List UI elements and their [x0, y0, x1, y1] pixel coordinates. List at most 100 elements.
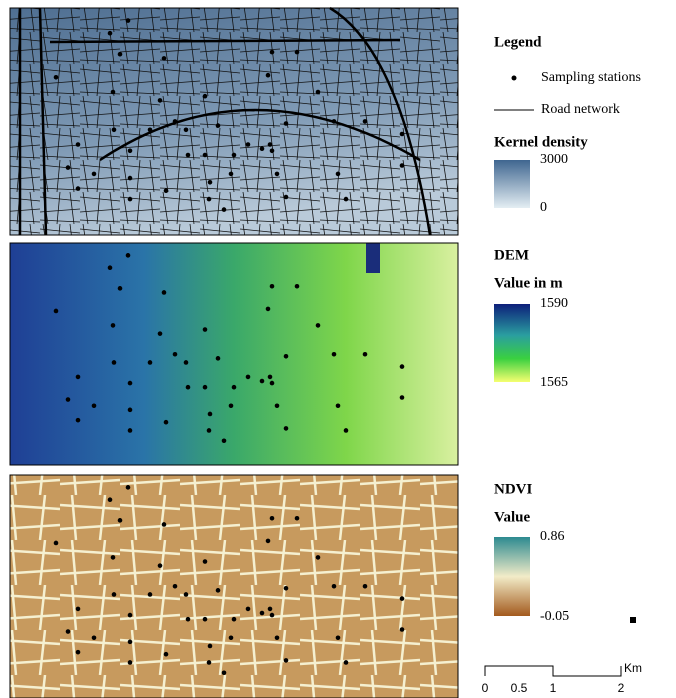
station	[66, 165, 71, 170]
station	[270, 613, 275, 618]
station	[173, 352, 178, 357]
ramp-label: 0.86	[540, 529, 565, 544]
ndvi-panel	[10, 475, 458, 698]
station	[158, 563, 163, 568]
station-symbol	[512, 76, 517, 81]
station	[363, 352, 368, 357]
station	[162, 290, 167, 295]
station	[92, 172, 97, 177]
ramp-label: 3000	[540, 152, 568, 167]
station	[275, 635, 280, 640]
station	[108, 497, 113, 502]
station	[118, 52, 123, 57]
station	[344, 197, 349, 202]
station	[162, 56, 167, 61]
station	[148, 360, 153, 365]
ramp-label: -0.05	[540, 609, 569, 624]
station	[203, 617, 208, 622]
station	[111, 90, 116, 95]
station	[284, 121, 289, 126]
station	[111, 555, 116, 560]
station	[295, 284, 300, 289]
station	[203, 327, 208, 332]
station	[268, 142, 273, 147]
ramp-label: 1590	[540, 296, 568, 311]
station	[270, 516, 275, 521]
station	[363, 584, 368, 589]
map-figure: Legend Sampling stations Road network Ke…	[0, 0, 676, 698]
station	[148, 592, 153, 597]
station	[363, 119, 368, 124]
station	[316, 323, 321, 328]
station	[158, 331, 163, 336]
color-ramp	[494, 160, 530, 208]
station	[284, 354, 289, 359]
station	[266, 307, 271, 312]
legend-item: Sampling stations	[541, 70, 641, 85]
station	[54, 541, 59, 546]
station	[66, 629, 71, 634]
station	[260, 146, 265, 151]
station	[284, 195, 289, 200]
station	[128, 176, 133, 181]
station	[76, 375, 81, 380]
legend-item: Road network	[541, 102, 620, 117]
station	[184, 128, 189, 133]
station	[162, 522, 167, 527]
station	[158, 98, 163, 103]
kernel-panel	[10, 8, 458, 235]
station	[118, 286, 123, 291]
marker	[630, 617, 636, 623]
station	[229, 172, 234, 177]
station	[268, 375, 273, 380]
scale-label: 2	[618, 681, 625, 695]
station	[148, 128, 153, 133]
station	[400, 364, 405, 369]
station	[108, 265, 113, 270]
station	[332, 119, 337, 124]
station	[295, 50, 300, 55]
station	[216, 123, 221, 128]
station	[207, 197, 212, 202]
station	[316, 555, 321, 560]
station	[76, 186, 81, 191]
legend-heading: NDVI	[494, 481, 532, 497]
station	[118, 518, 123, 523]
station	[270, 284, 275, 289]
station	[164, 188, 169, 193]
station	[332, 352, 337, 357]
station	[128, 613, 133, 618]
station	[270, 149, 275, 154]
station	[128, 660, 133, 665]
station	[400, 163, 405, 168]
station	[295, 516, 300, 521]
station	[270, 381, 275, 386]
station	[400, 395, 405, 400]
station	[186, 385, 191, 390]
color-ramp	[494, 304, 530, 382]
station	[92, 403, 97, 408]
station	[207, 660, 212, 665]
page: Legend Sampling stations Road network Ke…	[0, 0, 676, 698]
station	[76, 607, 81, 612]
station	[232, 385, 237, 390]
station	[92, 635, 97, 640]
station	[126, 253, 131, 258]
station	[112, 360, 117, 365]
station	[164, 420, 169, 425]
station	[216, 356, 221, 361]
station	[54, 309, 59, 314]
legend-subheading: Value in m	[494, 275, 563, 291]
station	[229, 403, 234, 408]
station	[203, 94, 208, 99]
station	[336, 635, 341, 640]
scale-unit: Km	[624, 661, 642, 675]
station	[232, 153, 237, 158]
station	[284, 586, 289, 591]
station	[203, 559, 208, 564]
station	[128, 149, 133, 154]
station	[266, 539, 271, 544]
station	[184, 360, 189, 365]
station	[268, 607, 273, 612]
station	[222, 207, 227, 212]
